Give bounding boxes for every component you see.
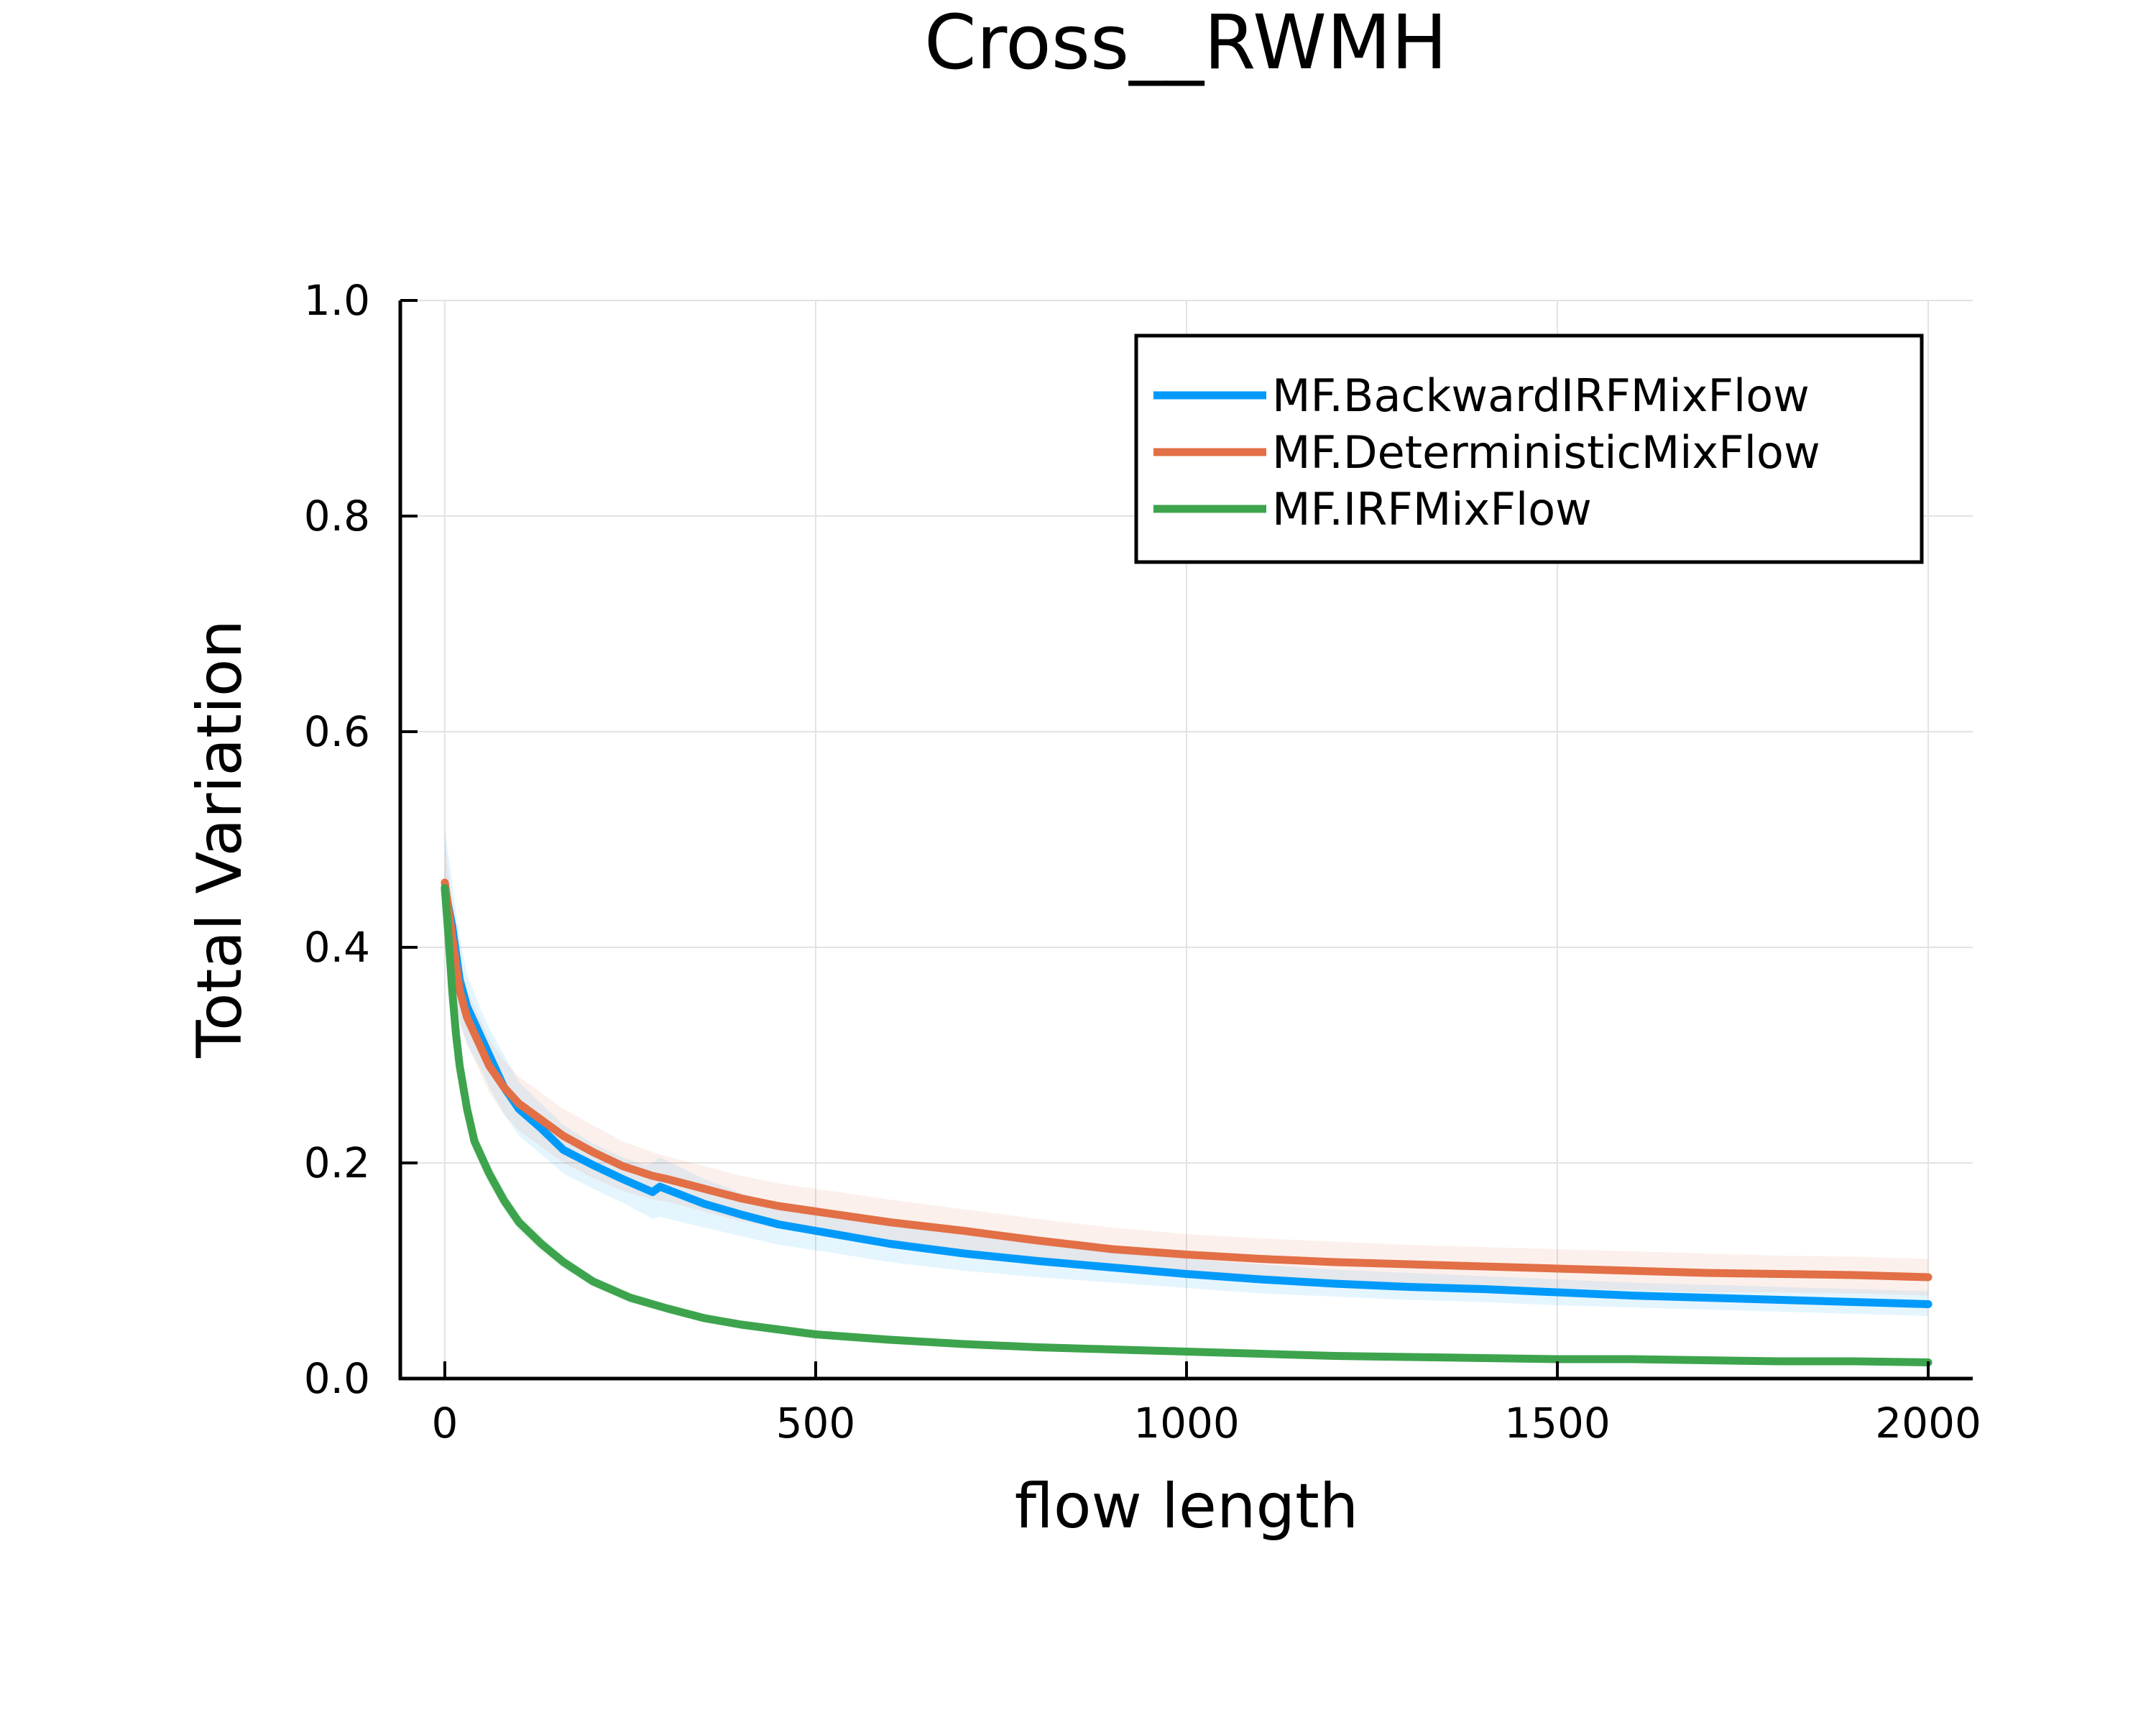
y-tick-label-0: 0.0 (304, 1354, 370, 1403)
y-tick-label-3: 0.6 (304, 707, 370, 756)
x-axis-label: flow length (1015, 1471, 1359, 1542)
legend-label-2: MF.IRFMixFlow (1272, 483, 1592, 535)
x-tick-label-0: 0 (431, 1399, 458, 1448)
x-tick-label-2: 1000 (1133, 1399, 1240, 1448)
y-ticks: 0.0 0.2 0.4 0.6 0.8 1.0 (304, 276, 418, 1403)
x-tick-label-4: 2000 (1875, 1399, 1981, 1448)
y-tick-label-5: 1.0 (304, 276, 370, 325)
y-tick-label-4: 0.8 (304, 492, 370, 540)
legend: MF.BackwardIRFMixFlowMF.DeterministicMix… (1134, 334, 1924, 564)
y-tick-label-2: 0.4 (304, 923, 370, 972)
y-tick-label-1: 0.2 (304, 1138, 370, 1187)
series-lines (441, 878, 1932, 1366)
series-line-1 (441, 878, 1932, 1282)
x-tick-label-3: 1500 (1504, 1399, 1611, 1448)
series-line-2 (441, 884, 1932, 1366)
chart-title: Cross__RWMH (924, 0, 1447, 86)
legend-box (1134, 334, 1924, 564)
y-axis-label: Total Variation (184, 620, 256, 1059)
x-tick-label-1: 500 (776, 1399, 856, 1448)
legend-label-1: MF.DeterministicMixFlow (1272, 426, 1820, 479)
legend-label-0: MF.BackwardIRFMixFlow (1272, 369, 1810, 422)
x-ticks: 0 500 1000 1500 2000 (431, 1361, 1981, 1448)
